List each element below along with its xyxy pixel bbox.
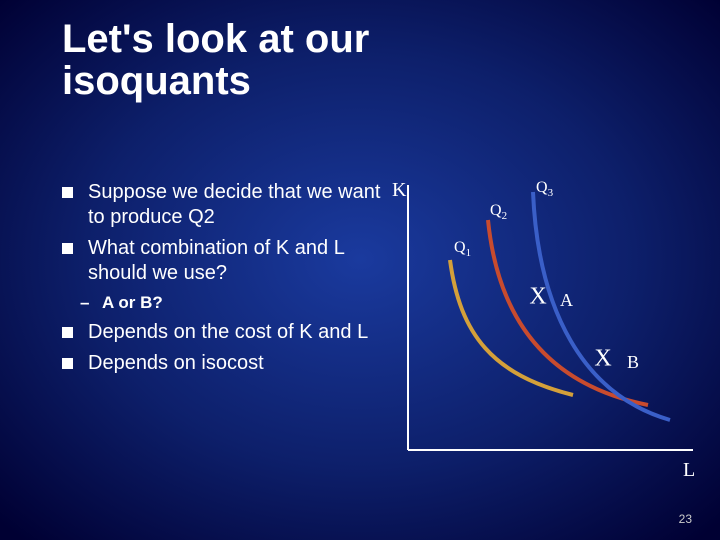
bullet-item: Depends on the cost of K and L [62, 320, 392, 345]
isoquant-q2 [488, 220, 648, 405]
point-b-marker: X [594, 346, 611, 372]
sub-bullet-list: A or B? [62, 292, 392, 314]
isoquant-chart: K L Q1 Q2 Q3 X A X B [398, 180, 698, 480]
bullet-item: What combination of K and L should we us… [62, 236, 392, 286]
bullet-item: Suppose we decide that we want to produc… [62, 180, 392, 230]
title-line-1: Let's look at our [62, 17, 369, 61]
axes [408, 185, 693, 450]
bullet-list-1: Suppose we decide that we want to produc… [62, 180, 392, 286]
point-b-label: B [627, 352, 639, 372]
q1-label: Q1 [454, 239, 471, 259]
chart-svg: K L Q1 Q2 Q3 X A X B [398, 180, 698, 480]
slide-title: Let's look at our isoquants [0, 18, 720, 102]
sub-bullet-item: A or B? [62, 292, 392, 314]
isoquant-q3 [533, 192, 670, 420]
point-a-label: A [560, 290, 573, 310]
title-line-2: isoquants [62, 59, 251, 103]
l-axis-label: L [683, 459, 695, 481]
q3-label: Q3 [536, 179, 554, 199]
k-axis-label: K [392, 179, 407, 201]
q2-label: Q2 [490, 202, 507, 222]
page-number: 23 [679, 512, 692, 526]
body-text: Suppose we decide that we want to produc… [62, 180, 392, 382]
slide: Let's look at our isoquants Suppose we d… [0, 0, 720, 540]
isoquant-q1 [450, 260, 573, 395]
point-a-marker: X [529, 284, 546, 310]
bullet-item: Depends on isocost [62, 351, 392, 376]
bullet-list-2: Depends on the cost of K and L Depends o… [62, 320, 392, 376]
